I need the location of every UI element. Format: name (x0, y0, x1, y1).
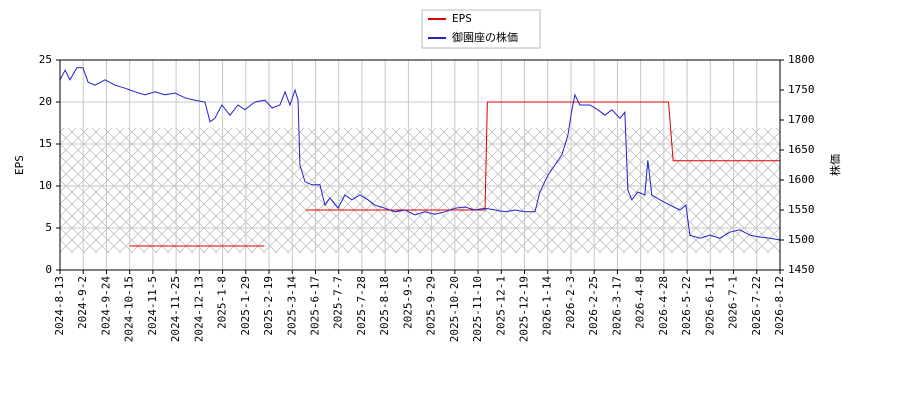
x-tick-label: 2026-5-22 (680, 276, 693, 336)
x-tick-label: 2026-8-12 (773, 276, 786, 336)
x-tick-label: 2025-2-19 (262, 276, 275, 336)
y-tick-label: 20 (39, 95, 52, 108)
x-tick-label: 2026-2-25 (587, 276, 600, 336)
x-tick-label: 2024-11-25 (169, 276, 182, 342)
y-tick-label: 0 (45, 263, 52, 276)
x-tick-label: 2026-6-11 (703, 276, 716, 336)
x-tick-label: 2025-3-14 (285, 276, 298, 336)
x-tick-label: 2026-2-3 (564, 276, 577, 329)
x-tick-label: 2025-12-1 (494, 276, 507, 336)
legend-label: 御園座の株価 (452, 30, 518, 44)
y2-tick-label: 1450 (788, 263, 815, 276)
x-tick-label: 2026-1-14 (541, 276, 554, 336)
y2-axis-label: 株価 (828, 154, 842, 176)
legend (421, 9, 541, 49)
legend-entries: EPS 御園座の株価 (428, 12, 518, 44)
x-tick-label: 2026-7-22 (750, 276, 763, 336)
x-tick-label: 2025-9-5 (401, 276, 414, 329)
labels: 0 5 10 15 20 25 1450 1500 1550 1600 1650 1700 1750 18… (39, 53, 815, 342)
x-tick-label: 2024-8-13 (53, 276, 66, 336)
y-tick-label: 5 (45, 221, 52, 234)
x-tick-label: 2026-7-1 (727, 276, 740, 329)
hatched-band (60, 128, 780, 253)
y2-tick-label: 1750 (788, 83, 815, 96)
x-tick-label: 2025-11-10 (471, 276, 484, 342)
legend-label: EPS (452, 12, 472, 25)
plot-frame (59, 59, 781, 271)
y-tick-label: 10 (39, 179, 52, 192)
x-tick-label: 2026-4-28 (657, 276, 670, 336)
y2-tick-label: 1700 (788, 113, 815, 126)
series-line (59, 67, 781, 241)
y-axis-label: EPS (13, 155, 26, 175)
y-tick-label: 25 (39, 53, 52, 66)
y2-tick-label: 1800 (788, 53, 815, 66)
x-tick-label: 2025-10-20 (448, 276, 461, 342)
x-tick-label: 2024-10-15 (123, 276, 136, 342)
x-tick-label: 2024-9-2 (76, 276, 89, 329)
x-tick-label: 2025-8-18 (378, 276, 391, 336)
x-tick-label: 2025-7-7 (332, 276, 345, 329)
y2-tick-label: 1500 (788, 233, 815, 246)
x-tick-label: 2026-4-8 (634, 276, 647, 329)
x-tick-label: 2026-3-17 (610, 276, 623, 336)
y2-tick-label: 1650 (788, 143, 815, 156)
x-tick-label: 2025-1-8 (216, 276, 229, 329)
lines (59, 67, 781, 247)
x-tick-label: 2025-9-29 (425, 276, 438, 336)
x-tick-label: 2025-12-19 (518, 276, 531, 342)
x-tick-label: 2024-11-5 (146, 276, 159, 336)
x-tick-label: 2025-6-17 (308, 276, 321, 336)
x-tick-label: 2025-7-28 (355, 276, 368, 336)
x-tick-label: 2025-1-29 (239, 276, 252, 336)
y2-tick-label: 1550 (788, 203, 815, 216)
x-tick-label: 2024-9-24 (99, 276, 112, 336)
y2-tick-label: 1600 (788, 173, 815, 186)
x-tick-label: 2024-12-13 (192, 276, 205, 342)
y-tick-label: 15 (39, 137, 52, 150)
